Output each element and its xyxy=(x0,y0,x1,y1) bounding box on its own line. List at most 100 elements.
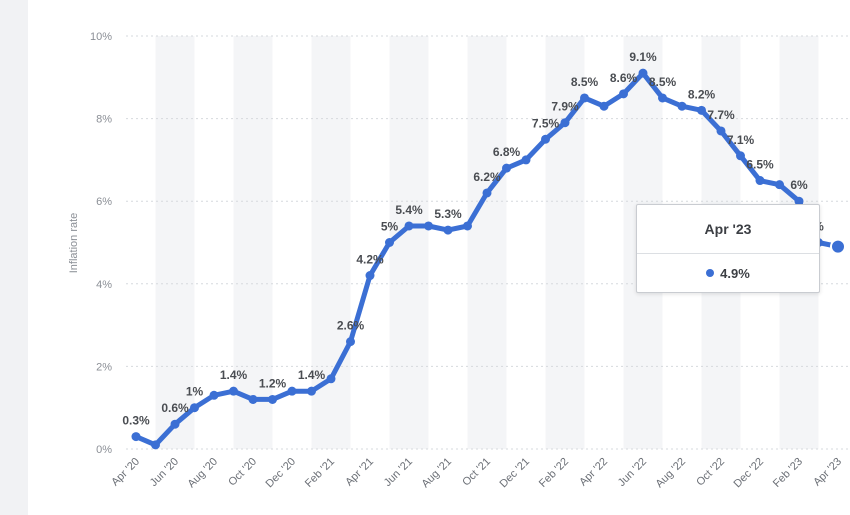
series-point xyxy=(697,105,706,115)
data-label: 1.4% xyxy=(220,368,248,382)
data-label: 7.9% xyxy=(551,100,579,114)
data-label: 9.1% xyxy=(629,50,657,64)
x-tick-label: Oct '22 xyxy=(694,456,727,489)
series-point xyxy=(404,221,414,231)
x-tick-label: Jun '21 xyxy=(382,456,415,489)
data-label: 6.8% xyxy=(493,145,521,159)
x-tick-label: Aug '20 xyxy=(185,456,220,491)
series-point xyxy=(190,403,199,413)
series-point xyxy=(248,394,258,404)
x-tick-label: Apr '22 xyxy=(577,456,610,489)
series-point xyxy=(463,221,472,231)
series-point xyxy=(482,188,492,198)
data-label: 8.6% xyxy=(610,71,638,85)
data-label: 1.4% xyxy=(298,368,326,382)
y-tick-label: 4% xyxy=(96,279,112,291)
series-point xyxy=(755,176,765,186)
gridlines xyxy=(126,35,850,450)
background-band xyxy=(545,36,585,449)
series-points xyxy=(131,68,846,450)
y-tick-label: 0% xyxy=(96,444,112,456)
data-labels: 0.3% 0.6% 1% 1.4% 1.2% 1.4% 2.6% 4.2% 5% 5.4% 5.3%… xyxy=(122,50,824,427)
x-tick-label: Dec '21 xyxy=(498,456,533,491)
data-label: 8.5% xyxy=(649,75,677,89)
series-point xyxy=(326,374,336,384)
x-tick-label: Apr '20 xyxy=(109,456,142,489)
data-label: 1.2% xyxy=(259,376,287,390)
data-label: 5.4% xyxy=(395,203,423,217)
y-tick-label: 10% xyxy=(90,31,112,43)
x-tick-label: Feb '23 xyxy=(771,456,805,490)
series-point xyxy=(775,180,784,190)
series-point xyxy=(716,126,726,136)
series-point xyxy=(736,151,745,161)
tooltip-title: Apr '23 xyxy=(637,205,819,254)
series-point xyxy=(560,118,570,128)
x-tick-label: Dec '22 xyxy=(732,456,767,491)
data-label: 7.1% xyxy=(727,133,755,147)
data-label: 4.2% xyxy=(356,253,384,267)
data-label: 5% xyxy=(381,220,399,234)
data-label: 7.5% xyxy=(532,116,560,130)
x-tick-label: Oct '20 xyxy=(226,456,259,489)
x-tick-label: Feb '21 xyxy=(303,456,337,490)
series-point xyxy=(580,93,589,103)
data-label: 8.2% xyxy=(688,87,716,101)
tooltip-value: 4.9% xyxy=(720,265,750,281)
background-band xyxy=(389,36,429,449)
x-tick-label: Oct '21 xyxy=(460,456,493,489)
x-tick-label: Feb '22 xyxy=(537,456,571,490)
series-point xyxy=(209,390,219,400)
data-label: 6.2% xyxy=(473,170,501,184)
data-label: 0.3% xyxy=(122,414,150,428)
series-point xyxy=(424,221,433,231)
series-point xyxy=(521,155,531,165)
data-label: 8.5% xyxy=(571,75,599,89)
x-tick-label: Aug '21 xyxy=(419,456,454,491)
series-point xyxy=(385,238,394,247)
data-label: 6% xyxy=(790,178,808,192)
series-point xyxy=(346,337,355,347)
series-point xyxy=(443,225,453,235)
series-point xyxy=(658,93,667,103)
x-tick-label: Jun '20 xyxy=(148,456,181,489)
series-point xyxy=(170,419,180,429)
background-band xyxy=(155,36,195,449)
left-panel-strip xyxy=(0,0,28,515)
series-point xyxy=(619,89,628,99)
series-point xyxy=(131,432,141,442)
x-tick-label: Aug '22 xyxy=(653,456,688,491)
y-axis-label: Inflation rate xyxy=(68,213,80,274)
series-point xyxy=(794,196,804,206)
data-label: 5.3% xyxy=(434,207,462,221)
y-tick-label: 2% xyxy=(96,361,112,373)
y-tick-label: 8% xyxy=(96,114,112,126)
tooltip-row: 4.9% xyxy=(637,254,819,292)
series-point xyxy=(307,386,316,396)
series-point-highlighted xyxy=(830,238,846,255)
series-point xyxy=(638,68,648,78)
tooltip: Apr '23 4.9% xyxy=(636,204,820,293)
x-tick-label: Jun '22 xyxy=(616,456,649,489)
data-label: 2.6% xyxy=(337,319,365,333)
tooltip-series-dot xyxy=(706,269,715,277)
series-point xyxy=(287,386,297,396)
series-point xyxy=(599,101,609,111)
data-label: 0.6% xyxy=(161,401,189,415)
series-point xyxy=(365,271,375,281)
series-point xyxy=(229,386,238,396)
series-point xyxy=(151,440,160,450)
background-band xyxy=(467,36,507,449)
y-tick-label: 6% xyxy=(96,196,112,208)
x-tick-label: Apr '23 xyxy=(811,456,844,489)
series-point xyxy=(268,394,277,404)
data-label: 7.7% xyxy=(707,108,735,122)
x-tick-label: Apr '21 xyxy=(343,456,376,489)
data-label: 6.5% xyxy=(746,158,774,172)
series-point xyxy=(677,101,687,111)
series-point xyxy=(541,134,550,144)
background-band xyxy=(233,36,273,449)
x-axis-ticks: Apr '20 Jun '20 Aug '20 Oct '20 Dec '20 Feb '… xyxy=(109,456,844,491)
x-tick-label: Dec '20 xyxy=(264,456,299,491)
series-point xyxy=(502,163,511,173)
